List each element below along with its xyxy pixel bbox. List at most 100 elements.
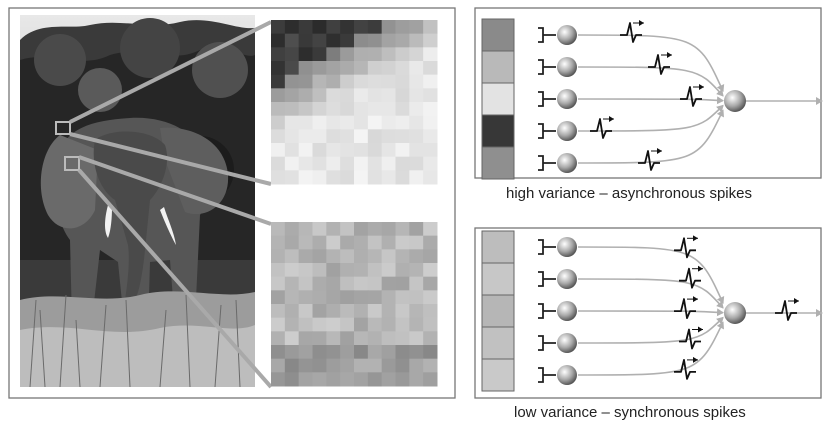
patch-pixel (340, 115, 355, 130)
patch-pixel (284, 372, 300, 387)
patch-pixel (381, 290, 396, 305)
patch-pixel (326, 331, 341, 346)
patch-pixel (326, 290, 341, 305)
input-neuron (557, 121, 577, 141)
patch-marker-bottom (64, 156, 80, 171)
patch-pixel (354, 235, 369, 250)
patch-pixel (298, 47, 313, 62)
patch-pixel (354, 358, 369, 373)
patch-pixel (423, 156, 438, 171)
patch-pixel (326, 235, 341, 250)
patch-pixel (312, 20, 327, 35)
patch-pixel (271, 249, 286, 264)
patch-pixel (367, 222, 383, 237)
patch-pixel (381, 317, 396, 332)
patch-pixel (367, 143, 383, 158)
patch-pixel (312, 276, 327, 291)
patch-pixel (284, 222, 300, 237)
patch-pixel (284, 20, 300, 35)
patch-pixel (340, 74, 355, 89)
patch-pixel (423, 115, 438, 130)
patch-pixel (367, 115, 383, 130)
input-bracket (538, 59, 556, 75)
patch-pixel (271, 156, 286, 171)
patch-pixel (395, 61, 410, 76)
patch-pixel (409, 102, 424, 117)
patch-pixel (312, 304, 327, 319)
patch-pixel (312, 102, 327, 117)
patch-pixel (367, 61, 383, 76)
patch-pixel (340, 263, 355, 278)
patch-pixel (312, 143, 327, 158)
patch-pixel (367, 249, 383, 264)
patch-pixel (326, 61, 341, 76)
patch-pixel (312, 358, 327, 373)
patch-pixel (326, 74, 341, 89)
patch-pixel (326, 222, 341, 237)
patch-pixel (326, 33, 341, 48)
patch-pixel (354, 249, 369, 264)
patch-pixel (340, 276, 355, 291)
patch-pixel (271, 143, 286, 158)
patch-pixel (298, 290, 313, 305)
patch-pixel (395, 290, 410, 305)
intensity-cell (481, 294, 515, 328)
patch-pixel (326, 263, 341, 278)
patch-pixel (381, 222, 396, 237)
patch-pixel (271, 358, 286, 373)
patch-pixel (271, 222, 286, 237)
patch-pixel (298, 61, 313, 76)
patch-pixel (381, 235, 396, 250)
patch-pixel (284, 304, 300, 319)
patch-pixel (367, 170, 383, 185)
patch-pixel (423, 61, 438, 76)
intensity-cell (481, 262, 515, 296)
patch-pixel (395, 143, 410, 158)
patch-pixel (284, 290, 300, 305)
patch-pixel (312, 115, 327, 130)
patch-pixel (381, 263, 396, 278)
patch-pixel (354, 290, 369, 305)
patch-pixel (354, 276, 369, 291)
spike-waveform (679, 267, 701, 289)
patch-pixel (340, 222, 355, 237)
patch-pixel (298, 20, 313, 35)
patch-pixel (312, 372, 327, 387)
patch-pixel (367, 88, 383, 103)
patch-pixel (298, 276, 313, 291)
patch-pixel (326, 156, 341, 171)
patch-pixel (423, 47, 438, 62)
patch-pixel (271, 304, 286, 319)
patch-pixel (395, 276, 410, 291)
patch-pixel (326, 170, 341, 185)
patch-pixel (395, 74, 410, 89)
patch-pixel (381, 102, 396, 117)
input-neuron (557, 153, 577, 173)
intensity-cell (481, 230, 515, 264)
patch-pixel (423, 345, 438, 360)
patch-pixel (340, 358, 355, 373)
patch-pixel (423, 304, 438, 319)
patch-pixel (298, 317, 313, 332)
patch-pixel (340, 304, 355, 319)
patch-pixel (271, 115, 286, 130)
elephant-photo (20, 15, 255, 387)
patch-pixel (298, 74, 313, 89)
patch-pixel (298, 143, 313, 158)
patch-pixel (340, 290, 355, 305)
spike-waveform (674, 298, 696, 319)
patch-pixel (354, 304, 369, 319)
intensity-cell (481, 146, 515, 180)
patch-pixel (381, 170, 396, 185)
patch-pixel (271, 88, 286, 103)
patch-pixel (284, 143, 300, 158)
patch-pixel (340, 129, 355, 144)
patch-pixel (340, 331, 355, 346)
patch-pixel (284, 345, 300, 360)
synapse-connection (577, 278, 724, 309)
patch-pixel (271, 74, 286, 89)
patch-pixel (284, 170, 300, 185)
patch-pixel (298, 88, 313, 103)
patch-pixel (409, 358, 424, 373)
patch-pixel (284, 88, 300, 103)
